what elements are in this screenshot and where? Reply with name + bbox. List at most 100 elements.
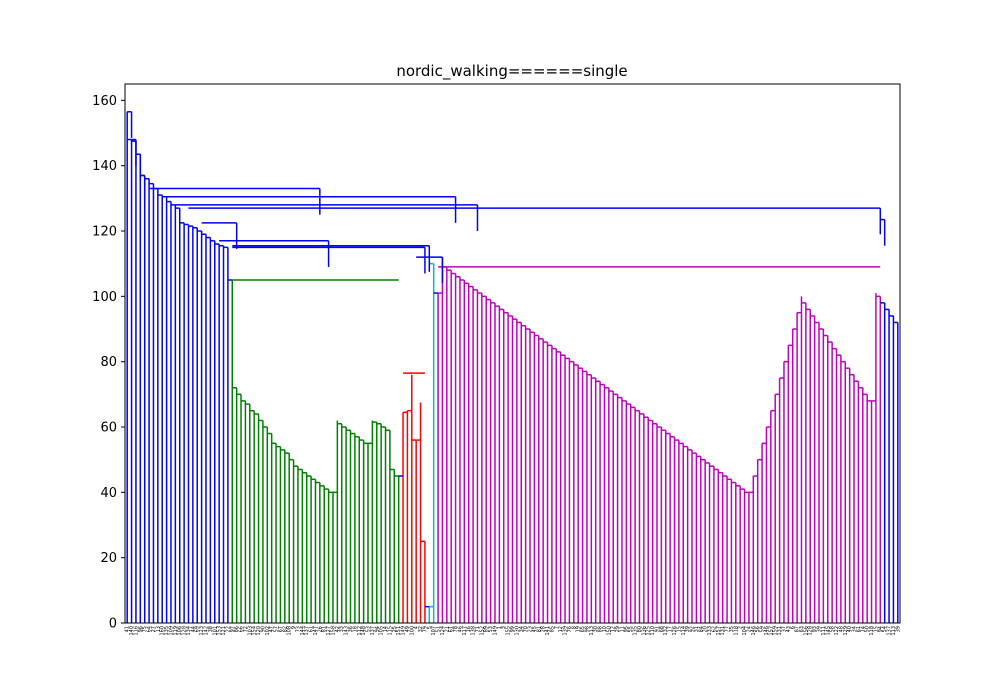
leaf-label: 126 (672, 626, 678, 636)
leaf-label: 70 (523, 626, 529, 632)
dendrogram-links (126, 111, 899, 623)
leaf-label: 80 (637, 626, 643, 632)
chart-title: nordic_walking======single (396, 62, 627, 81)
leaf-label: 81 (536, 626, 542, 632)
leaf-label: 38 (208, 626, 214, 632)
y-tick-label: 80 (100, 355, 117, 370)
leaf-label: 144 (300, 626, 306, 636)
leaf-label: 45 (532, 626, 538, 632)
leaf-label: 143 (344, 626, 350, 636)
leaf-label: 91 (654, 626, 660, 632)
leaf-label: 87 (795, 626, 801, 632)
leaf-label: 35 (729, 626, 735, 632)
leaf-label: 33 (339, 626, 345, 632)
leaf-label: 116 (133, 626, 139, 636)
leaf-label: 148 (361, 626, 367, 636)
leaf-label: 115 (387, 626, 393, 636)
leaf-label: 128 (808, 626, 814, 636)
leaf-label: 100 (409, 626, 415, 636)
leaf-label: 96 (138, 626, 144, 632)
leaf-label: 102 (265, 626, 271, 636)
leaf-label: 84 (698, 626, 704, 632)
y-tick-label: 100 (92, 290, 117, 305)
leaf-label: 53 (366, 626, 372, 632)
leaf-label: 65 (580, 626, 586, 632)
leaf-label: 37 (781, 626, 787, 632)
leaf-label: 30 (593, 626, 599, 632)
leaf-label: 110 (650, 626, 656, 636)
leaf-label: 76 (567, 626, 573, 632)
leaf-label: 94 (374, 626, 380, 632)
leaf-label: 120 (256, 626, 262, 636)
leaf-label: 51 (436, 626, 442, 632)
leaf-label: 113 (891, 626, 897, 636)
y-tick-label: 40 (100, 486, 117, 501)
leaf-label: 46 (457, 626, 463, 632)
leaf-label: 137 (304, 626, 310, 636)
leaf-label: 122 (834, 626, 840, 636)
leaf-label: 135 (164, 626, 170, 636)
leaf-label: 63 (799, 626, 805, 632)
leaf-label: 135 (633, 626, 639, 636)
leaf-label: 149 (401, 626, 407, 636)
leaf-label: 61 (449, 626, 455, 632)
leaf-label: 86 (234, 626, 240, 632)
leaf-label: 12 (558, 626, 564, 632)
y-axis: 0 20 40 60 80 100 120 140 160 (92, 94, 125, 632)
leaf-label: 137 (370, 626, 376, 636)
leaf-label: 15 (873, 626, 879, 632)
leaf-label: 156 (803, 626, 809, 636)
leaf-label: 146 (751, 626, 757, 636)
leaf-label: 154 (252, 626, 258, 636)
leaf-label: 40 (847, 626, 853, 632)
leaf-label: 118 (733, 626, 739, 636)
leaf-label: 41 (125, 626, 131, 632)
leaf-label: 36 (348, 626, 354, 632)
leaf-label: 25 (392, 626, 398, 632)
leaf-label: 133 (707, 626, 713, 636)
leaf-label: 59 (760, 626, 766, 632)
leaf-label: 98 (584, 626, 590, 632)
leaf-label: 136 (641, 626, 647, 636)
leaf-label: 34 (852, 626, 858, 632)
y-tick-label: 160 (92, 94, 117, 109)
leaf-label: 67 (278, 626, 284, 632)
leaf-label: 157 (716, 626, 722, 636)
leaf-label: 68 (659, 626, 665, 632)
leaf-label: 23 (528, 626, 534, 632)
leaf-label: 31 (694, 626, 700, 632)
leaf-label: 125 (646, 626, 652, 636)
leaf-label: 88 (598, 626, 604, 632)
leaf-label: 15 (676, 626, 682, 632)
leaf-label: 90 (260, 626, 266, 632)
leaf-label: 10 (602, 626, 608, 632)
leaf-label: 160 (160, 626, 166, 636)
leaf-label: 124 (440, 626, 446, 636)
leaf-label: 108 (287, 626, 293, 636)
leaf-label: 43 (786, 626, 792, 632)
leaf-label: 132 (663, 626, 669, 636)
leaf-label: 142 (204, 626, 210, 636)
leaf-label: 146 (764, 626, 770, 636)
leaf-label: 94 (878, 626, 884, 632)
leaf-label: 29 (615, 626, 621, 632)
leaf-label: 74 (860, 626, 866, 632)
leaf-label: 54 (882, 626, 888, 632)
leaf-label: 138 (471, 626, 477, 636)
leaf-label: 114 (681, 626, 687, 636)
leaf-label: 69 (195, 626, 201, 632)
leaf-label: 20 (703, 626, 709, 632)
leaf-label: 99 (510, 626, 516, 632)
leaf-label: 117 (462, 626, 468, 636)
leaf-label: 50 (865, 626, 871, 632)
leaf-label: 39 (685, 626, 691, 632)
leaf-label: 61 (309, 626, 315, 632)
leaf-label: 157 (768, 626, 774, 636)
y-tick-label: 20 (100, 551, 117, 566)
leaf-label: 16 (466, 626, 472, 632)
leaf-label: 1 (497, 626, 503, 629)
leaf-label: 9 (291, 626, 297, 629)
leaf-label: 71 (475, 626, 481, 632)
leaf-label: 55 (628, 626, 634, 632)
leaf-label: 134 (186, 626, 192, 636)
